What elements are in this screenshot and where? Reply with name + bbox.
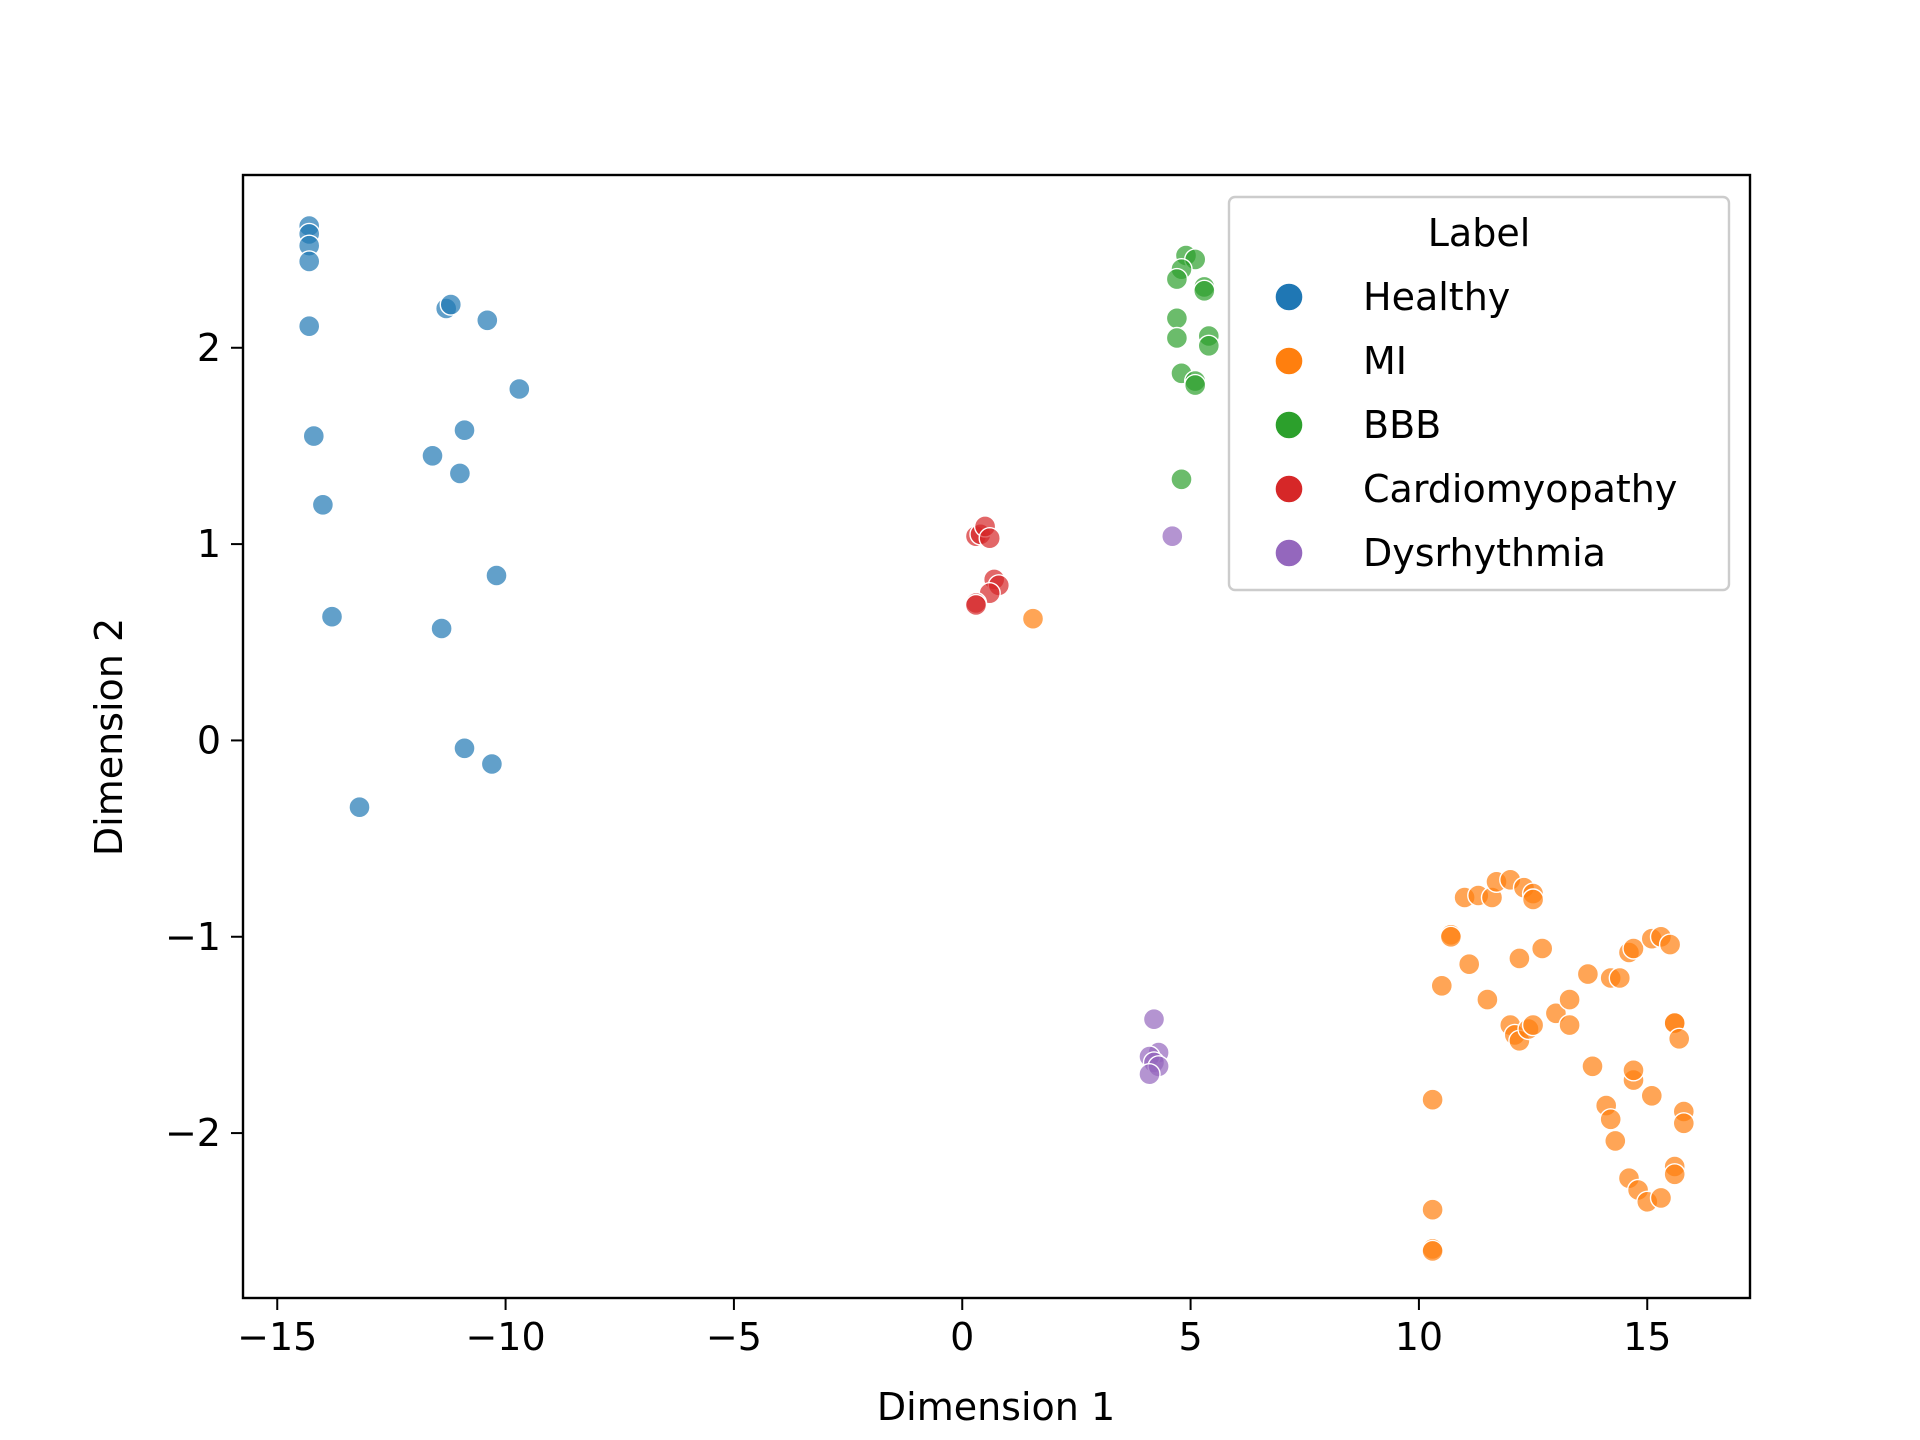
point-mi-39 [1667, 1027, 1691, 1051]
legend-marker-mi [1274, 346, 1304, 376]
point-healthy-18 [453, 737, 476, 760]
point-healthy-8 [348, 796, 371, 819]
point-mi-36 [1658, 933, 1682, 956]
point-mi-31 [1608, 966, 1632, 990]
y-tick-label: −1 [165, 915, 221, 959]
plot-frame [241, 173, 1752, 1300]
y-tick-label: −2 [165, 1111, 221, 1155]
point-mi-45 [1640, 1084, 1664, 1108]
legend-entries: Healthy MI BBB Cardiomyopathy Dysrhythmia [1274, 275, 1677, 575]
point-mi-15 [1521, 888, 1545, 911]
x-axis-label: Dimension 1 [877, 1385, 1115, 1429]
point-cardiomyopathy-8 [964, 593, 988, 617]
point-healthy-13 [421, 444, 444, 467]
point-healthy-16 [485, 564, 508, 587]
legend-title: Label [1428, 211, 1531, 255]
legend-label-dysrhythmia: Dysrhythmia [1363, 531, 1606, 575]
x-tick-label: −10 [465, 1315, 545, 1359]
series-dysrhythmia [1138, 525, 1184, 1086]
point-healthy-7 [320, 605, 344, 628]
point-mi-0 [1021, 607, 1045, 630]
point-healthy-15 [448, 462, 472, 485]
legend-marker-bbb [1274, 410, 1304, 440]
point-dysrhythmia-1 [1142, 1008, 1166, 1031]
point-mi-53 [1649, 1186, 1673, 1210]
y-tick-label: 0 [197, 718, 221, 762]
y-tick-label: 1 [197, 522, 221, 566]
point-mi-2 [1439, 925, 1463, 948]
point-mi-16 [1457, 953, 1481, 976]
point-bbb-5 [1193, 279, 1216, 302]
point-mi-3 [1430, 974, 1454, 997]
point-dysrhythmia-0 [1161, 525, 1184, 548]
point-bbb-6 [1165, 307, 1189, 330]
point-mi-5 [1421, 1198, 1444, 1221]
point-healthy-14 [453, 419, 476, 442]
y-axis: −2 −1 0 1 2 [165, 326, 243, 1155]
legend-label-mi: MI [1363, 339, 1407, 383]
point-bbb-9 [1197, 334, 1221, 357]
point-healthy-11 [476, 309, 499, 332]
point-mi-26 [1558, 988, 1581, 1011]
point-healthy-12 [508, 377, 531, 401]
point-mi-41 [1599, 1108, 1622, 1131]
legend-marker-dysrhythmia [1274, 538, 1304, 568]
legend-label-cardiomyopathy: Cardiomyopathy [1363, 467, 1677, 511]
y-axis-label: Dimension 2 [87, 618, 131, 856]
x-tick-label: −5 [706, 1315, 762, 1359]
legend: Label Healthy MI BBB Cardiomyopathy Dysrhyth… [1227, 195, 1731, 592]
x-tick-label: 5 [1178, 1315, 1202, 1359]
point-healthy-4 [298, 315, 321, 338]
series-mi [1021, 607, 1696, 1263]
series-cardiomyopathy [964, 515, 1010, 617]
x-axis: −15 −10 −5 0 5 10 15 [237, 1298, 1671, 1359]
point-bbb-13 [1170, 468, 1193, 491]
point-healthy-19 [480, 752, 504, 776]
point-healthy-6 [311, 493, 335, 516]
point-bbb-3 [1165, 267, 1189, 291]
point-mi-44 [1622, 1059, 1645, 1082]
x-tick-label: −15 [237, 1315, 317, 1359]
series-healthy [298, 214, 531, 819]
point-mi-24 [1521, 1013, 1545, 1037]
point-healthy-10 [439, 293, 462, 316]
point-mi-49 [1663, 1163, 1686, 1186]
point-mi-18 [1508, 947, 1531, 970]
points-layer [298, 214, 1696, 1263]
point-mi-17 [1476, 988, 1499, 1011]
legend-label-bbb: BBB [1363, 403, 1441, 447]
point-healthy-5 [302, 424, 325, 448]
y-tick-label: 2 [197, 326, 221, 370]
point-mi-47 [1672, 1112, 1696, 1135]
series-bbb [1165, 244, 1221, 491]
point-mi-4 [1421, 1088, 1444, 1111]
point-mi-7 [1421, 1239, 1444, 1263]
point-healthy-17 [430, 617, 453, 640]
x-tick-label: 15 [1623, 1315, 1671, 1359]
point-healthy-3 [298, 250, 321, 273]
legend-marker-cardiomyopathy [1274, 474, 1304, 504]
point-mi-42 [1604, 1129, 1627, 1153]
point-cardiomyopathy-3 [978, 527, 1001, 550]
x-tick-label: 0 [950, 1315, 974, 1359]
x-tick-label: 10 [1395, 1315, 1443, 1359]
point-bbb-12 [1183, 373, 1207, 397]
legend-frame [1227, 195, 1731, 592]
point-mi-27 [1558, 1013, 1581, 1037]
legend-label-healthy: Healthy [1363, 275, 1510, 319]
point-mi-28 [1576, 962, 1600, 986]
point-dysrhythmia-6 [1138, 1062, 1161, 1086]
point-mi-29 [1581, 1055, 1604, 1078]
point-bbb-7 [1165, 326, 1189, 350]
point-mi-33 [1622, 937, 1645, 960]
point-mi-19 [1530, 937, 1554, 960]
legend-marker-healthy [1274, 282, 1304, 312]
